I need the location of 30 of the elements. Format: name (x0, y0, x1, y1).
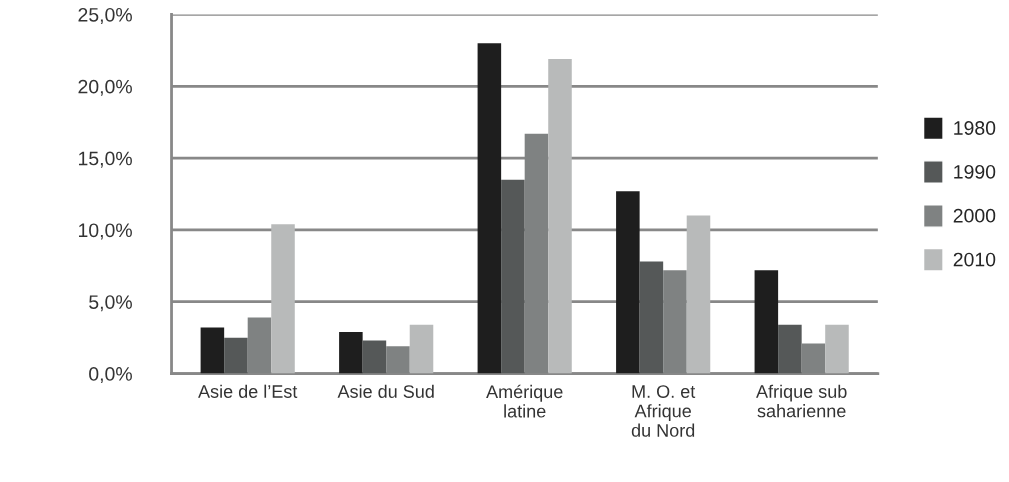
bar (339, 331, 363, 374)
y-tick-label: 25,0% (78, 7, 132, 24)
x-tick-label: Afrique sub saharienne (756, 384, 847, 418)
y-tick-label: 5,0% (89, 295, 132, 312)
y-tick-label: 15,0% (78, 151, 132, 168)
bar (224, 337, 248, 374)
x-tick-label: Amérique latine (486, 384, 563, 418)
bar (362, 340, 387, 374)
bar (778, 324, 802, 374)
legend-label: 2000 (953, 208, 996, 223)
legend-label: 1990 (954, 164, 996, 179)
bar (754, 270, 779, 374)
legend-label: 1980 (954, 121, 996, 135)
x-tick-label: Asie du Sud (337, 384, 434, 398)
y-tick-label: 0,0% (89, 367, 132, 384)
bar (200, 327, 225, 374)
x-tick-label: Asie de l’Est (198, 384, 298, 398)
bar (825, 324, 849, 374)
bar (686, 215, 711, 374)
x-tick-label: M. O. et Afrique du Nord (631, 385, 696, 437)
y-tick-label: 10,0% (78, 223, 132, 240)
bar (477, 43, 502, 374)
legend-label: 2010 (953, 252, 996, 267)
bar (501, 179, 525, 374)
bar (548, 58, 572, 374)
bar (616, 191, 640, 374)
bar (271, 224, 295, 374)
y-tick-label: 20,0% (78, 79, 132, 96)
bar (639, 261, 664, 374)
bar (409, 324, 434, 374)
